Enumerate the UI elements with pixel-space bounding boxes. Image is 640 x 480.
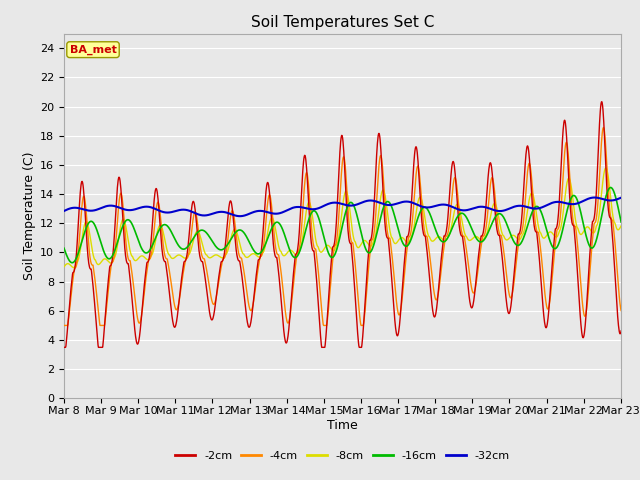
Text: BA_met: BA_met [70,45,116,55]
-4cm [588,240,596,246]
-32cm [60,208,68,214]
-16cm [502,218,509,224]
-2cm [346,239,353,245]
-2cm [501,286,509,291]
-16cm [68,260,76,265]
-8cm [346,208,354,214]
-4cm [637,124,640,130]
Line: -16cm: -16cm [64,187,640,263]
-2cm [588,221,596,227]
-2cm [60,345,68,350]
-8cm [335,235,342,240]
-4cm [335,220,342,226]
Line: -4cm: -4cm [64,127,640,325]
Legend: -2cm, -4cm, -8cm, -16cm, -32cm: -2cm, -4cm, -8cm, -16cm, -32cm [171,447,514,466]
-32cm [627,192,634,198]
-2cm [635,98,640,104]
-16cm [60,245,68,251]
-2cm [335,180,342,186]
X-axis label: Time: Time [327,419,358,432]
-4cm [501,259,509,265]
-4cm [153,202,161,208]
Y-axis label: Soil Temperature (C): Soil Temperature (C) [23,152,36,280]
Line: -32cm: -32cm [64,195,640,216]
-4cm [346,227,353,233]
-8cm [154,229,161,235]
-32cm [153,207,161,213]
-8cm [639,165,640,170]
-2cm [153,187,161,193]
Title: Soil Temperatures Set C: Soil Temperatures Set C [251,15,434,30]
-32cm [502,207,509,213]
-8cm [589,230,596,236]
-16cm [346,200,354,205]
Line: -2cm: -2cm [64,101,640,348]
-32cm [236,213,244,219]
-4cm [60,323,68,328]
-8cm [70,264,77,270]
-16cm [335,240,342,245]
-16cm [589,245,596,251]
-32cm [346,203,354,208]
-16cm [154,231,161,237]
-8cm [60,264,68,270]
-8cm [502,236,509,242]
-32cm [335,200,342,206]
-32cm [589,195,596,201]
Line: -8cm: -8cm [64,168,640,267]
